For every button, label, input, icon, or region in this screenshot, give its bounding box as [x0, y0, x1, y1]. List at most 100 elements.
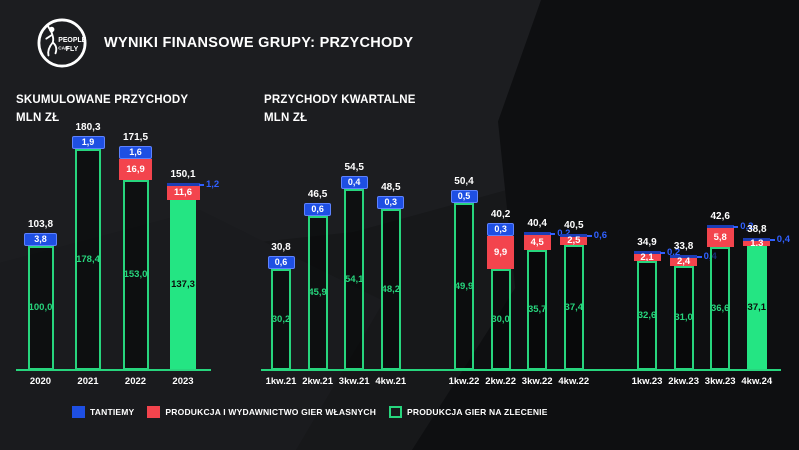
logo-text-people: PEOPLE: [58, 37, 86, 44]
page-title: WYNIKI FINANSOWE GRUPY: PRZYCHODY: [104, 35, 414, 51]
x-axis-tick-label: 4kw.24: [741, 376, 773, 387]
x-axis-tick-label: 1kw.22: [448, 376, 480, 387]
x-axis-tick-label: 2023: [172, 376, 194, 387]
contract-games-segment: 30,0: [490, 269, 511, 370]
contract-games-segment: 137,3: [170, 200, 196, 370]
x-axis-tick-label: 4kw.22: [558, 376, 590, 387]
contract-games-segment: 45,9: [307, 216, 328, 370]
contract-games-segment: 32,6: [637, 261, 657, 370]
own-games-segment: 16,9: [119, 159, 152, 180]
total-value-label: 42,6: [710, 211, 730, 222]
legend-item-own-games: PRODUKCJA I WYDAWNICTWO GIER WŁASNYCH: [147, 406, 376, 418]
own-games-segment: 2,5: [560, 236, 588, 246]
own-games-segment: 1,3: [743, 239, 771, 248]
bar-4kw.21: 48,5 0,3 48,2: [377, 182, 405, 370]
contract-games-segment: 178,4: [75, 149, 101, 370]
contract-games-segment: 36,6: [710, 247, 731, 370]
x-axis-tick-label: 2kw.21: [302, 376, 333, 387]
tantiemy-value-label: 0,6: [586, 230, 607, 241]
tantiemy-value-label: 0,2: [660, 247, 680, 258]
tantiemy-segment: 1,6: [119, 146, 152, 159]
bar-2021: 180,3 1,9 178,4: [71, 122, 105, 370]
legend-item-contract-games: PRODUKCJA GIER NA ZLECENIE: [389, 406, 548, 418]
x-axis-tick-label: 3kw.22: [521, 376, 553, 387]
tantiemy-segment: [670, 255, 698, 258]
tantiemy-segment: 0,3: [377, 196, 405, 209]
right-chart-title: PRZYCHODY KWARTALNE MLN ZŁ: [264, 92, 416, 128]
bar-1kw.22: 50,4 0,5 49,9: [450, 176, 478, 370]
callout-dash-icon: [199, 183, 204, 186]
x-axis-tick-label: 2022: [124, 376, 147, 387]
own-games-segment: 11,6: [166, 186, 200, 200]
own-games-segment: 5,8: [706, 228, 734, 247]
left-chart-unit-label: MLN ZŁ: [16, 111, 60, 124]
tantiemy-segment: [523, 232, 551, 235]
x-axis-tick-label: 2kw.23: [668, 376, 699, 387]
x-axis-tick-label: 4kw.21: [375, 376, 407, 387]
blue-swatch-icon: [72, 406, 85, 418]
cumulative-revenue-chart: 103,8 3,8 100,0 2020 180,3 1,9 178,4 2021 171,5 1…: [18, 120, 219, 387]
contract-games-segment: 30,2: [271, 269, 291, 370]
logo-text-can: CAN: [58, 46, 69, 52]
bar-3kw.22: 40,40,24,535,7: [523, 218, 570, 370]
red-swatch-icon: [147, 406, 161, 418]
logo-text-fly: FLY: [66, 46, 79, 53]
own-games-segment: 4,5: [523, 235, 551, 250]
tantiemy-segment: 1,9: [71, 136, 105, 149]
total-value-label: 48,5: [381, 182, 401, 193]
legend-label: PRODUKCJA GIER NA ZLECENIE: [407, 407, 548, 417]
contract-games-segment: 48,2: [380, 209, 401, 370]
total-value-label: 40,2: [490, 209, 511, 220]
total-value-label: 180,3: [75, 122, 101, 133]
total-value-label: 40,5: [564, 220, 584, 231]
left-chart-title: SKUMULOWANE PRZYCHODY MLN ZŁ: [16, 92, 188, 128]
tantiemy-value-label: 0,2: [733, 221, 753, 232]
callout-dash-icon: [660, 251, 665, 254]
x-axis-tick-label: 2020: [29, 376, 52, 387]
quarterly-revenue-chart: 30,8 0,6 30,2 1kw.21 46,5 0,6 45,9 2kw.21 54,5 0,…: [263, 120, 790, 387]
callout-dash-icon: [733, 225, 739, 228]
bar-2023: 150,1 1,2 11,6 137,3: [166, 169, 219, 370]
total-value-label: 34,9: [637, 237, 657, 248]
tantiemy-segment: [706, 225, 734, 228]
contract-games-segment: 100,0: [27, 246, 54, 370]
tantiemy-segment: 3,8: [24, 233, 57, 246]
right-chart-title-text: PRZYCHODY KWARTALNE: [264, 94, 416, 106]
callout-dash-icon: [586, 234, 592, 237]
total-value-label: 30,8: [271, 242, 291, 253]
tantiemy-value-label: 1,2: [199, 179, 219, 190]
total-value-label: 33,8: [673, 241, 694, 252]
bar-4kw.24: 38,8 0,4 1,3 37,1: [743, 224, 790, 370]
contract-games-segment: 37,4: [563, 245, 584, 370]
x-axis-tick-label: 1kw.21: [265, 376, 297, 387]
tantiemy-segment: [743, 238, 771, 241]
dancer-figure-icon: [45, 24, 58, 57]
total-value-label: 54,5: [344, 162, 364, 173]
tantiemy-segment: 0,3: [487, 223, 515, 236]
x-axis-tick-label: 1kw.23: [631, 376, 663, 387]
contract-games-segment: 54,1: [344, 189, 365, 370]
own-games-segment: 2,4: [670, 257, 698, 267]
legend-item-tantiemy: TANTIEMY: [72, 406, 134, 418]
tantiemy-segment: 0,6: [267, 256, 295, 269]
legend-label: PRODUKCJA I WYDAWNICTWO GIER WŁASNYCH: [165, 407, 377, 417]
tantiemy-segment: 0,5: [450, 190, 478, 203]
bar-2kw.21: 46,5 0,6 45,9: [304, 189, 332, 370]
x-axis-tick-label: 2021: [77, 376, 99, 387]
bar-2kw.23: 33,80,42,431,0: [670, 241, 717, 370]
right-chart-unit-label: MLN ZŁ: [264, 111, 308, 124]
tantiemy-value-label: 0,4: [769, 234, 790, 245]
x-axis-tick-label: 2kw.22: [485, 376, 516, 387]
tantiemy-segment: 0,4: [340, 176, 368, 189]
green-outline-swatch-icon: [389, 406, 403, 418]
total-value-label: 38,8: [747, 224, 767, 235]
bar-2020: 103,8 3,8 100,0: [24, 219, 57, 370]
own-games-segment: 2,1: [633, 253, 661, 262]
contract-games-segment: 31,0: [673, 266, 694, 370]
right-chart-x-axis: [261, 369, 781, 371]
total-value-label: 171,5: [122, 132, 149, 143]
tantiemy-value-label: 0,2: [550, 228, 570, 239]
contract-games-segment: 35,7: [527, 250, 548, 370]
callout-dash-icon: [769, 238, 775, 241]
